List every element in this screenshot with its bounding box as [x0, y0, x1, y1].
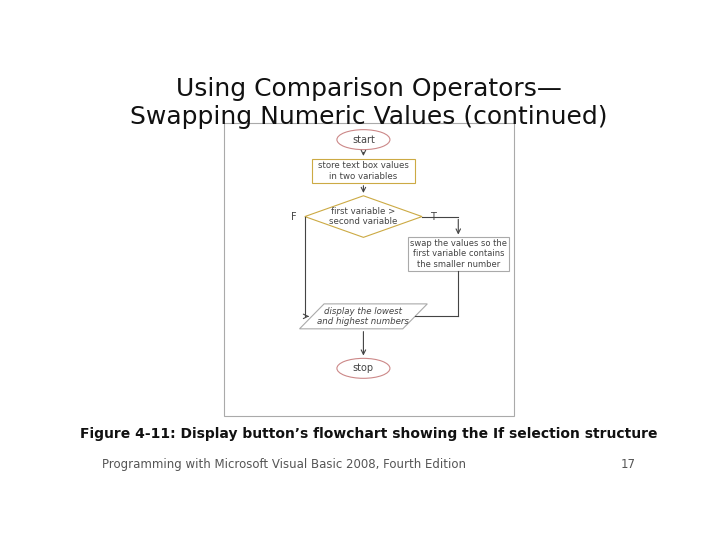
Text: Figure 4-11: Display button’s flowchart showing the If selection structure: Figure 4-11: Display button’s flowchart … — [80, 427, 658, 441]
Polygon shape — [305, 196, 422, 238]
FancyBboxPatch shape — [312, 159, 415, 183]
FancyBboxPatch shape — [408, 238, 508, 271]
Text: stop: stop — [353, 363, 374, 373]
Text: first variable >
second variable: first variable > second variable — [329, 207, 397, 226]
Ellipse shape — [337, 130, 390, 150]
Text: Programming with Microsoft Visual Basic 2008, Fourth Edition: Programming with Microsoft Visual Basic … — [102, 458, 467, 471]
Text: store text box values
in two variables: store text box values in two variables — [318, 161, 409, 180]
FancyBboxPatch shape — [224, 123, 514, 416]
Text: display the lowest
and highest numbers: display the lowest and highest numbers — [318, 307, 410, 326]
Polygon shape — [300, 304, 427, 329]
Text: T: T — [431, 212, 436, 221]
Text: swap the values so the
first variable contains
the smaller number: swap the values so the first variable co… — [410, 239, 507, 269]
Text: 17: 17 — [621, 458, 636, 471]
Text: F: F — [291, 212, 297, 221]
Text: start: start — [352, 134, 375, 145]
Ellipse shape — [337, 359, 390, 379]
Text: Using Comparison Operators—
Swapping Numeric Values (continued): Using Comparison Operators— Swapping Num… — [130, 77, 608, 129]
